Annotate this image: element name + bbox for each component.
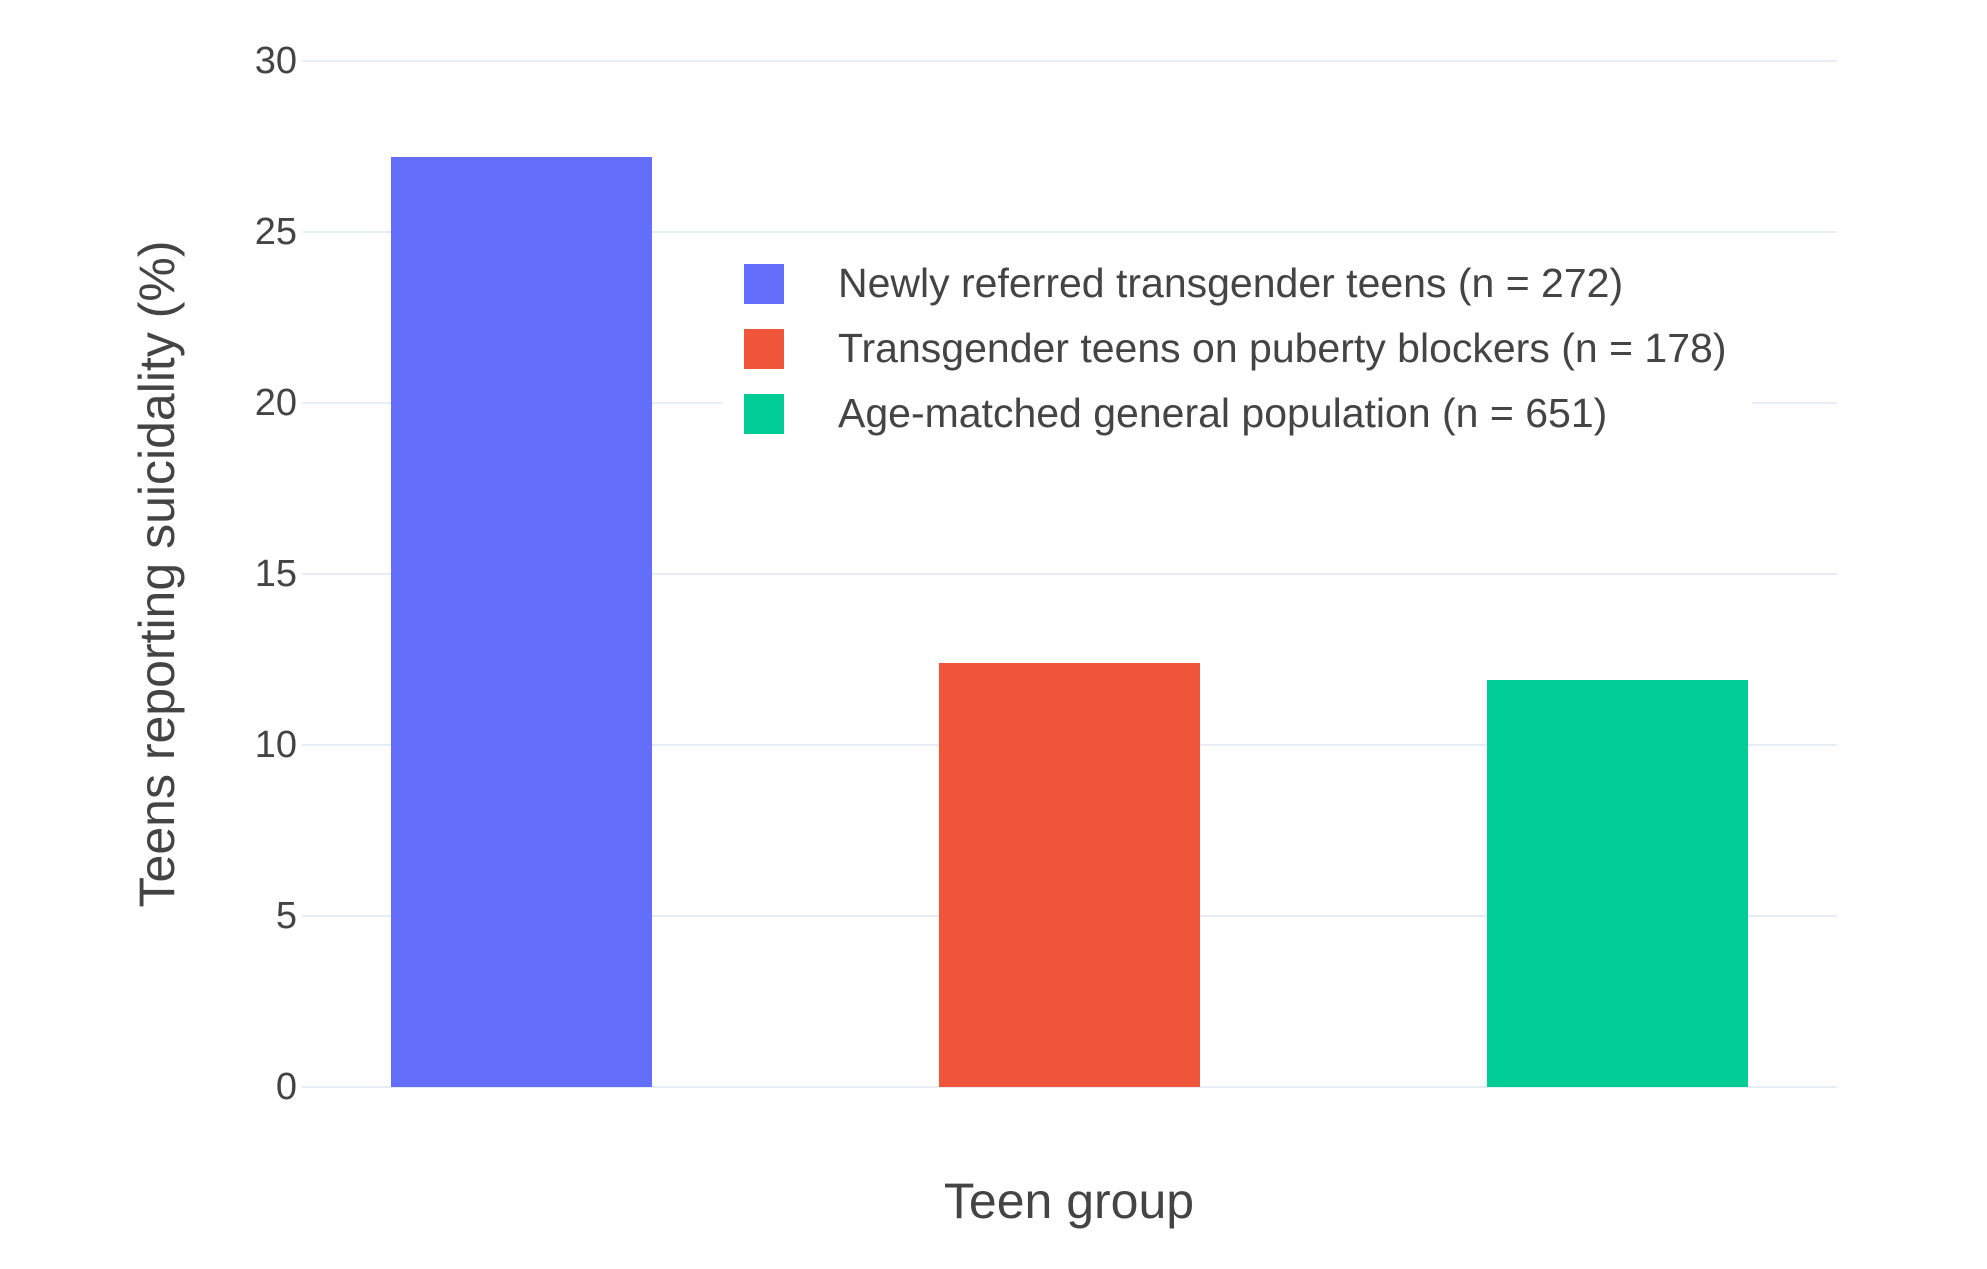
legend-item-2[interactable]: Age-matched general population (n = 651): [744, 381, 1726, 446]
legend-label: Transgender teens on puberty blockers (n…: [838, 325, 1727, 371]
legend-swatch-icon: [744, 393, 784, 434]
y-tick-label-20: 20: [254, 382, 297, 424]
y-tick-label-5: 5: [275, 895, 297, 937]
legend-label: Age-matched general population (n = 651): [838, 390, 1608, 436]
y-tick-label-30: 30: [254, 40, 297, 82]
bar-2[interactable]: [1487, 680, 1749, 1087]
y-tick-label-15: 15: [254, 553, 297, 595]
x-axis-title: Teen group: [943, 1173, 1195, 1229]
legend-item-1[interactable]: Transgender teens on puberty blockers (n…: [744, 316, 1726, 381]
bar-1[interactable]: [939, 662, 1200, 1087]
y-gridline-30: [302, 60, 1837, 62]
y-gridline-25: [302, 231, 1837, 233]
legend-swatch-icon: [744, 263, 784, 304]
bar-0[interactable]: [390, 156, 652, 1087]
y-tick-label-0: 0: [275, 1066, 297, 1108]
legend: Newly referred transgender teens (n = 27…: [722, 243, 1753, 454]
y-gridline-0: [302, 1086, 1837, 1088]
legend-label: Newly referred transgender teens (n = 27…: [838, 260, 1624, 306]
y-axis-title: Teens reporting suicidality (%): [129, 240, 185, 908]
legend-item-0[interactable]: Newly referred transgender teens (n = 27…: [744, 251, 1726, 316]
legend-swatch-icon: [744, 328, 784, 369]
y-gridline-15: [302, 573, 1837, 575]
y-tick-label-10: 10: [254, 724, 297, 766]
y-tick-label-25: 25: [254, 211, 297, 253]
